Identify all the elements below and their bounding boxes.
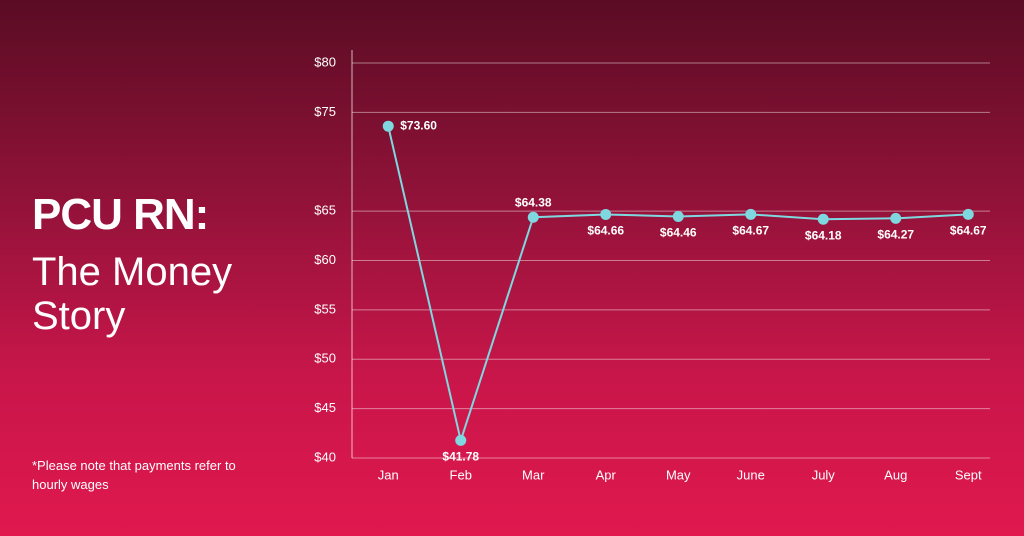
y-tick-label: $65 (314, 203, 336, 218)
point (745, 208, 757, 220)
value-label: $73.60 (400, 118, 437, 132)
subtitle: The Money Story (32, 250, 233, 338)
x-tick-label: July (812, 467, 836, 482)
point (962, 208, 974, 220)
y-tick-label: $60 (314, 252, 336, 267)
point (817, 213, 829, 225)
value-label: $64.66 (587, 224, 624, 238)
y-tick-label: $45 (314, 400, 336, 415)
point (890, 212, 902, 224)
x-tick-label: Jan (378, 467, 399, 482)
value-label: $64.38 (515, 195, 552, 209)
point (527, 211, 539, 223)
x-tick-label: Mar (522, 467, 545, 482)
x-tick-label: May (666, 467, 691, 482)
value-label: $64.18 (805, 228, 842, 242)
footnote: *Please note that payments refer to hour… (32, 458, 236, 492)
point (455, 434, 467, 446)
value-label: $64.46 (660, 226, 697, 240)
value-label: $64.27 (877, 228, 914, 242)
value-label: $64.67 (950, 224, 987, 238)
y-tick-label: $75 (314, 104, 336, 119)
x-tick-label: Aug (884, 467, 907, 482)
point (672, 210, 684, 222)
point (382, 120, 394, 132)
title: PCU RN: (32, 190, 209, 239)
x-tick-label: Sept (955, 467, 982, 482)
value-label: $41.78 (442, 450, 479, 464)
y-tick-label: $80 (314, 54, 336, 69)
line (387, 125, 969, 445)
x-tick-label: June (737, 467, 765, 482)
y-tick-label: $55 (314, 301, 336, 316)
x-tick-label: Apr (596, 467, 617, 482)
point (600, 208, 612, 220)
x-tick-label: Feb (450, 467, 472, 482)
value-label: $64.67 (732, 224, 769, 238)
y-tick-label: $50 (314, 351, 336, 366)
y-tick-label: $40 (314, 449, 336, 464)
